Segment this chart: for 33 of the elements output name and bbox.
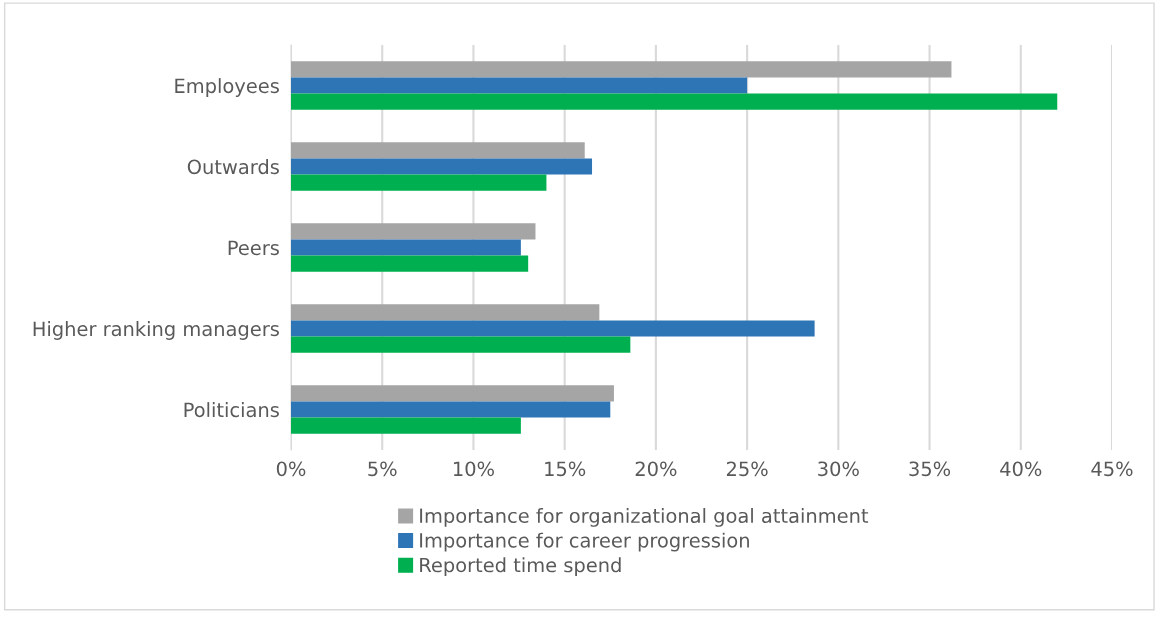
bar [291,61,952,78]
bar [291,77,748,94]
y-tick-label: Outwards [187,159,279,175]
y-tick-label: Politicians [184,402,279,418]
bar [291,142,585,159]
bar [291,417,521,434]
y-tick-label: Employees [175,78,279,97]
x-tick-label: 30% [818,461,859,477]
bar [291,174,547,191]
x-tick-label: 0% [276,461,306,477]
legend-label: Importance for organizational goal attainment [420,508,869,527]
y-tick-label: Higher ranking managers [33,321,279,340]
bar [291,320,815,337]
x-tick-label: 15% [545,461,586,477]
y-tick-label: Peers [228,240,279,256]
bar [291,239,521,256]
bar [291,385,614,402]
x-tick-label: 10% [453,461,494,477]
x-tick-label: 35% [909,461,951,477]
bar [291,223,536,240]
x-tick-label: 5% [368,461,397,477]
x-tick-label: 20% [635,461,677,477]
x-tick-label: 25% [726,461,768,477]
legend-label: Importance for career progression [420,532,749,552]
bar [291,304,600,321]
x-tick-label: 45% [1091,461,1133,477]
legend-label: Reported time spend [420,557,621,577]
bar [291,255,529,272]
bar [291,158,593,175]
bar [291,93,1058,110]
x-tick-label: 40% [1000,461,1042,477]
bar [291,401,611,418]
bar [291,336,631,353]
